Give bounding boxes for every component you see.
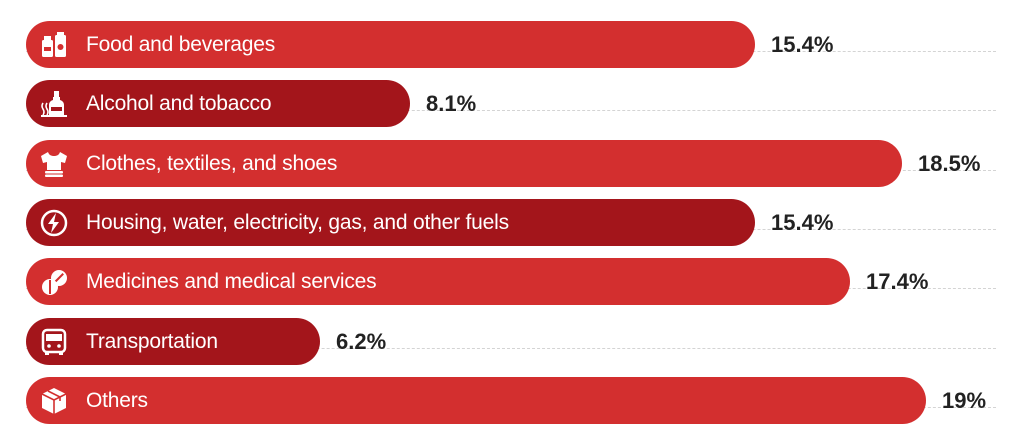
bar: Transportation	[26, 318, 320, 365]
value-label: 17.4%	[866, 269, 929, 294]
bar: Housing, water, electricity, gas, and ot…	[26, 199, 755, 246]
category-label: Alcohol and tobacco	[86, 91, 272, 115]
grid-line	[26, 348, 996, 349]
value-label: 6.2%	[336, 329, 387, 354]
grid-line	[26, 110, 996, 111]
category-label: Housing, water, electricity, gas, and ot…	[86, 210, 509, 234]
bar: Alcohol and tobacco	[26, 80, 410, 127]
category-label: Others	[86, 388, 148, 412]
value-label: 8.1%	[426, 91, 477, 116]
lightning-icon	[39, 208, 69, 238]
bar: Medicines and medical services	[26, 258, 850, 305]
category-label: Food and beverages	[86, 32, 276, 56]
pills-icon	[39, 267, 69, 297]
box-icon	[39, 386, 69, 416]
bar: Clothes, textiles, and shoes	[26, 140, 902, 187]
category-label: Transportation	[86, 329, 218, 353]
bottle-icon	[39, 89, 69, 119]
grocery-icon	[39, 30, 69, 60]
value-label: 15.4%	[771, 32, 834, 57]
bar: Others	[26, 377, 926, 424]
clothes-icon	[39, 149, 69, 179]
value-label: 15.4%	[771, 210, 834, 235]
category-label: Medicines and medical services	[86, 269, 377, 293]
value-label: 18.5%	[918, 151, 981, 176]
bus-icon	[39, 327, 69, 357]
bar: Food and beverages	[26, 21, 755, 68]
value-label: 19%	[942, 388, 987, 413]
category-label: Clothes, textiles, and shoes	[86, 151, 338, 175]
